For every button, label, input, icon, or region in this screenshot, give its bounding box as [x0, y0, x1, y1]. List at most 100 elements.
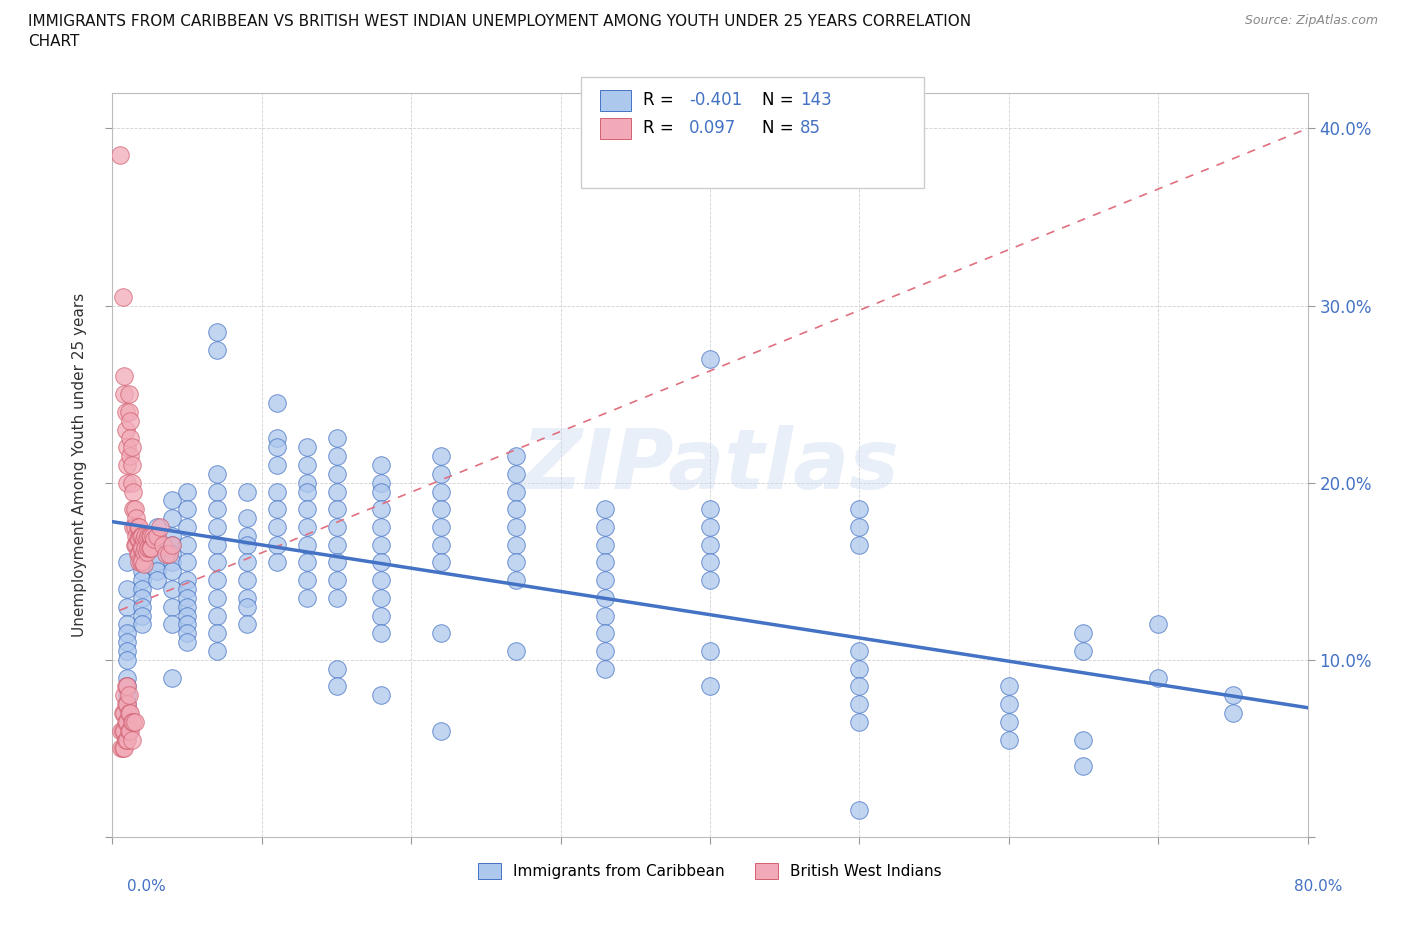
Point	[127, 546, 149, 561]
Point	[117, 706, 139, 721]
Point	[118, 724, 141, 738]
Point	[114, 369, 135, 384]
Point	[155, 546, 177, 561]
Point	[236, 599, 259, 614]
Text: 80.0%: 80.0%	[1295, 879, 1343, 894]
Point	[128, 546, 150, 561]
Point	[295, 502, 318, 517]
Point	[122, 520, 145, 535]
Point	[162, 538, 183, 552]
Point	[118, 387, 141, 402]
Point	[115, 697, 138, 711]
Point	[115, 679, 138, 694]
Point	[266, 458, 288, 472]
Point	[125, 511, 148, 525]
Point	[325, 520, 347, 535]
Point	[266, 485, 288, 499]
Point	[114, 741, 135, 756]
Point	[111, 289, 134, 304]
Point	[131, 608, 153, 623]
Point	[146, 528, 169, 543]
Text: IMMIGRANTS FROM CARIBBEAN VS BRITISH WEST INDIAN UNEMPLOYMENT AMONG YOUTH UNDER : IMMIGRANTS FROM CARIBBEAN VS BRITISH WES…	[28, 14, 972, 29]
Point	[699, 352, 721, 366]
Point	[176, 502, 198, 517]
Point	[266, 555, 288, 570]
Point	[505, 485, 527, 499]
Point	[295, 475, 318, 490]
Point	[121, 458, 143, 472]
Text: R =: R =	[643, 91, 679, 110]
Point	[595, 555, 617, 570]
Point	[1073, 644, 1095, 658]
Point	[699, 520, 721, 535]
Point	[430, 724, 453, 738]
Point	[205, 467, 228, 482]
Point	[118, 688, 141, 703]
Point	[595, 661, 617, 676]
Point	[1073, 626, 1095, 641]
Point	[236, 538, 259, 552]
Point	[295, 440, 318, 455]
Point	[121, 732, 143, 747]
Point	[848, 538, 870, 552]
Point	[176, 599, 198, 614]
Point	[162, 564, 183, 578]
Point	[117, 732, 139, 747]
Point	[131, 617, 153, 631]
Point	[325, 555, 347, 570]
Point	[205, 538, 228, 552]
Point	[370, 475, 392, 490]
Point	[162, 528, 183, 543]
Point	[114, 706, 135, 721]
Point	[236, 555, 259, 570]
Point	[131, 541, 153, 556]
Point	[205, 520, 228, 535]
Point	[146, 538, 169, 552]
Point	[325, 679, 347, 694]
Point	[146, 564, 169, 578]
Point	[325, 485, 347, 499]
Point	[176, 573, 198, 588]
Point	[117, 458, 139, 472]
Point	[370, 538, 392, 552]
Point	[205, 573, 228, 588]
Point	[135, 532, 157, 547]
Point	[141, 528, 163, 543]
Point	[124, 520, 146, 535]
Point	[205, 325, 228, 339]
Point	[266, 395, 288, 410]
Point	[118, 405, 141, 419]
Point	[176, 555, 198, 570]
Point	[131, 528, 153, 543]
Point	[295, 485, 318, 499]
Point	[111, 741, 134, 756]
Point	[131, 553, 153, 568]
Point	[111, 724, 134, 738]
Point	[325, 538, 347, 552]
Point	[121, 440, 143, 455]
Point	[149, 520, 172, 535]
Point	[129, 555, 152, 570]
Point	[295, 458, 318, 472]
Point	[117, 697, 139, 711]
Point	[132, 544, 155, 559]
Point	[124, 714, 146, 729]
Point	[848, 679, 870, 694]
Point	[236, 573, 259, 588]
Point	[205, 342, 228, 357]
Point	[370, 591, 392, 605]
Point	[699, 555, 721, 570]
Point	[325, 467, 347, 482]
Point	[430, 520, 453, 535]
Point	[1222, 688, 1244, 703]
Text: N =: N =	[762, 119, 799, 138]
Point	[236, 485, 259, 499]
Point	[1147, 617, 1170, 631]
Point	[1222, 706, 1244, 721]
Point	[325, 431, 347, 445]
Point	[1073, 759, 1095, 774]
Point	[122, 714, 145, 729]
Point	[162, 546, 183, 561]
Point	[205, 555, 228, 570]
Point	[176, 634, 198, 649]
